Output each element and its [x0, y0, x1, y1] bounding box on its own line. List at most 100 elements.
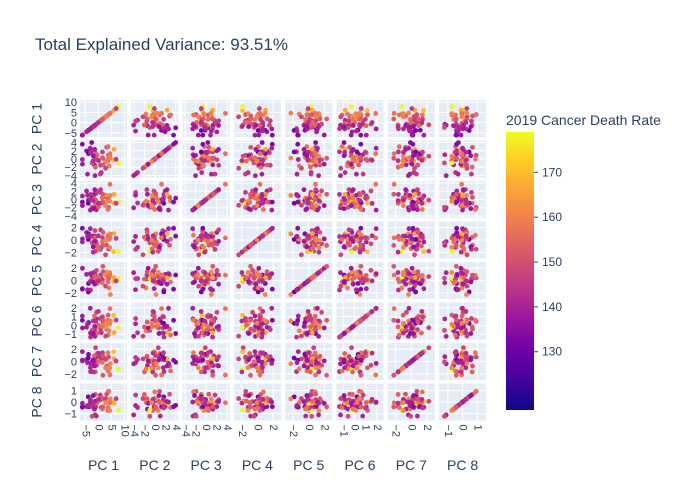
data-point	[100, 280, 105, 286]
data-point	[104, 391, 110, 397]
data-point	[395, 270, 401, 275]
data-point	[254, 320, 260, 326]
data-point	[202, 369, 208, 375]
data-point	[310, 119, 315, 125]
data-point	[460, 145, 465, 151]
data-point	[100, 116, 106, 122]
data-point	[403, 281, 409, 287]
data-point	[210, 275, 216, 281]
data-point	[161, 334, 167, 340]
data-point	[159, 151, 164, 157]
data-point	[315, 226, 320, 232]
data-point	[348, 236, 354, 242]
panel-5-2	[131, 262, 179, 299]
data-point	[407, 192, 413, 198]
data-point	[210, 356, 216, 362]
data-point	[358, 243, 364, 248]
panel-3-3	[182, 181, 230, 218]
data-point	[337, 191, 342, 197]
data-point	[308, 164, 313, 170]
data-point	[79, 313, 85, 319]
data-point	[151, 286, 157, 292]
data-point	[403, 162, 409, 168]
data-point	[368, 241, 374, 247]
data-point	[358, 404, 364, 410]
data-point	[288, 318, 294, 324]
data-point	[147, 407, 153, 413]
data-point	[461, 246, 467, 252]
data-point	[401, 126, 406, 132]
data-point	[103, 333, 108, 339]
data-point	[252, 313, 258, 319]
data-point	[324, 191, 330, 197]
data-point	[111, 400, 117, 406]
data-point	[79, 199, 85, 205]
panel-5-7	[387, 262, 435, 299]
data-point	[200, 225, 206, 231]
data-point	[368, 267, 374, 273]
data-point	[395, 158, 401, 164]
data-point	[358, 132, 364, 138]
data-point	[416, 400, 422, 405]
y-tick-label: 1	[71, 312, 77, 324]
data-point	[324, 116, 330, 122]
data-point	[338, 333, 344, 339]
data-point	[103, 252, 108, 258]
data-point	[205, 140, 211, 145]
panel-4-1	[79, 221, 127, 259]
data-point	[208, 324, 214, 330]
data-point	[113, 236, 119, 241]
data-point	[313, 365, 319, 371]
data-point	[305, 309, 311, 314]
data-point	[202, 400, 208, 406]
data-point	[206, 391, 212, 397]
data-point	[401, 330, 406, 336]
data-point	[90, 357, 96, 363]
data-point	[90, 279, 96, 285]
data-point	[315, 305, 320, 311]
data-point	[87, 126, 93, 132]
data-point	[164, 275, 170, 281]
data-point	[245, 408, 251, 413]
data-point	[401, 245, 406, 250]
panel-3-5	[285, 181, 333, 218]
panel-5-5	[285, 262, 333, 299]
data-point	[79, 317, 85, 323]
data-point	[404, 309, 409, 315]
data-point	[341, 124, 347, 129]
data-point	[103, 237, 108, 243]
data-point	[260, 197, 265, 203]
data-point	[190, 145, 196, 151]
data-point	[166, 360, 171, 366]
data-point	[90, 244, 96, 250]
data-point	[203, 149, 209, 155]
data-point	[469, 171, 474, 177]
colorbar-gradient	[506, 132, 534, 410]
data-point	[243, 316, 248, 321]
data-point	[317, 229, 323, 235]
data-point	[295, 313, 301, 319]
data-point	[449, 104, 455, 110]
data-point	[468, 206, 474, 212]
data-point	[294, 287, 300, 293]
data-point	[350, 123, 356, 128]
panel-7-2	[131, 343, 179, 380]
data-point	[147, 104, 153, 110]
data-point	[86, 352, 91, 357]
data-point	[391, 404, 397, 410]
data-point	[294, 192, 300, 198]
panel-7-8	[439, 343, 487, 380]
x-axis-title-2: PC 2	[139, 457, 170, 473]
y-axis-title-3: PC 3	[29, 184, 45, 215]
data-point	[140, 114, 146, 120]
data-point	[246, 331, 252, 336]
data-point	[400, 365, 406, 371]
panel-8-6	[336, 383, 384, 421]
data-point	[294, 321, 300, 327]
panel-8-3	[182, 383, 230, 421]
y-tick-label: 4	[71, 178, 77, 190]
data-point	[144, 396, 150, 402]
data-point	[223, 110, 228, 116]
data-point	[406, 305, 412, 311]
data-point	[156, 393, 162, 398]
